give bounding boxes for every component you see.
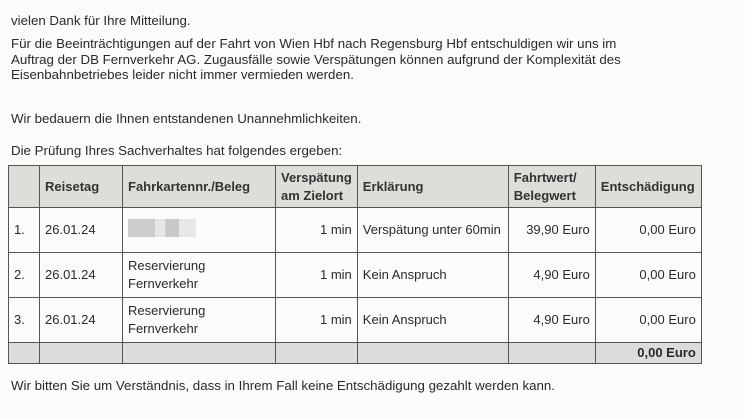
apology-line: Eisenbahnbetriebes leider nicht immer ve… bbox=[11, 67, 354, 82]
cell-explanation: Kein Anspruch bbox=[356, 252, 509, 298]
cell-delay: 1 min bbox=[275, 207, 358, 253]
greeting: vielen Dank für Ihre Mitteilung. bbox=[11, 13, 191, 28]
cell-ticket: Reservierung Fernverkehr bbox=[122, 252, 276, 298]
table-intro: Die Prüfung Ihres Sachverhaltes hat folg… bbox=[11, 143, 343, 158]
cell-delay: 1 min bbox=[275, 252, 358, 298]
total-row: 0,00 Euro bbox=[8, 342, 702, 364]
cell-compensation: 0,00 Euro bbox=[594, 297, 702, 343]
compensation-table: Reisetag Fahrkartennr./Beleg Verspätung … bbox=[8, 165, 702, 364]
total-compensation: 0,00 Euro bbox=[594, 342, 702, 364]
closing-text: Wir bitten Sie um Verständnis, dass in I… bbox=[11, 378, 555, 393]
table-header: Reisetag Fahrkartennr./Beleg Verspätung … bbox=[8, 165, 702, 208]
cell-compensation: 0,00 Euro bbox=[594, 252, 702, 298]
cell-value: 4,90 Euro bbox=[507, 297, 596, 343]
header-ticket: Fahrkartennr./Beleg bbox=[122, 165, 276, 208]
apology-paragraph: Für die Beeinträchtigungen auf der Fahrt… bbox=[11, 36, 621, 83]
table-row: 2. 26.01.24 Reservierung Fernverkehr 1 m… bbox=[8, 252, 702, 298]
cell-index: 3. bbox=[8, 297, 40, 343]
cell-index: 1. bbox=[8, 207, 40, 253]
cell-explanation: Kein Anspruch bbox=[356, 297, 509, 343]
header-compensation: Entschädigung bbox=[594, 165, 702, 208]
header-explanation: Erklärung bbox=[356, 165, 509, 208]
header-value: Fahrtwert/ Belegwert bbox=[507, 165, 596, 208]
cell-compensation: 0,00 Euro bbox=[594, 207, 702, 253]
cell-date: 26.01.24 bbox=[39, 252, 123, 298]
table-row: 1. 26.01.24 1 min Verspätung unter 60min… bbox=[8, 207, 702, 253]
redacted-ticket-number bbox=[128, 218, 196, 237]
regret-paragraph: Wir bedauern die Ihnen entstandenen Unan… bbox=[11, 111, 362, 126]
cell-date: 26.01.24 bbox=[39, 297, 123, 343]
header-delay: Verspätung am Zielort bbox=[275, 165, 358, 208]
header-index bbox=[8, 165, 40, 208]
cell-explanation: Verspätung unter 60min bbox=[356, 207, 509, 253]
cell-date: 26.01.24 bbox=[39, 207, 123, 253]
cell-value: 39,90 Euro bbox=[507, 207, 596, 253]
apology-line: Auftrag der DB Fernverkehr AG. Zugausfäl… bbox=[11, 51, 621, 67]
cell-index: 2. bbox=[8, 252, 40, 298]
apology-line: Für die Beeinträchtigungen auf der Fahrt… bbox=[11, 36, 617, 51]
cell-ticket: Reservierung Fernverkehr bbox=[122, 297, 276, 343]
cell-ticket-redacted bbox=[122, 207, 276, 253]
header-date: Reisetag bbox=[39, 165, 123, 208]
cell-delay: 1 min bbox=[275, 297, 358, 343]
cell-value: 4,90 Euro bbox=[507, 252, 596, 298]
table-row: 3. 26.01.24 Reservierung Fernverkehr 1 m… bbox=[8, 297, 702, 343]
